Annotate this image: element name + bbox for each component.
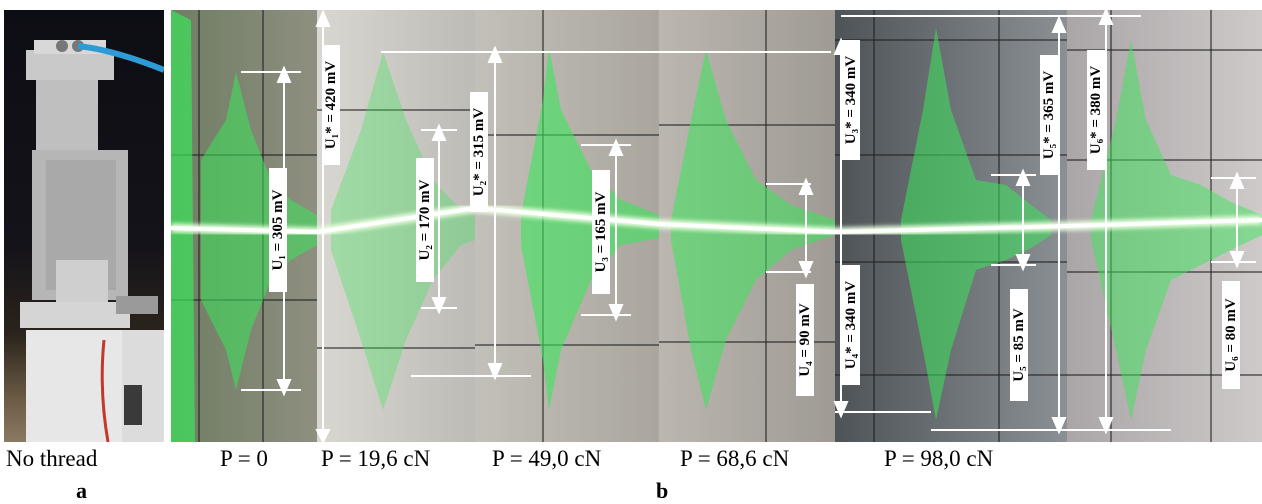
subfigure-a-label: a [76,478,87,503]
label-p2: P = 49,0 cN [492,446,602,471]
label-p4: P = 98,0 cN [884,446,994,471]
label-no-thread: No thread [6,446,98,471]
label-u2: U₂ = 170 mV [416,158,434,282]
label-u3: U₃ = 165 mV [592,170,610,294]
oscilloscope-composite: U₁ = 305 mV U₁* = 420 mV U₂ = 170 mV U₂*… [171,10,1262,442]
label-u4: U₄ = 90 mV [796,284,814,396]
device-photo [4,10,164,442]
label-u2-star: U₂* = 315 mV [470,92,488,212]
svg-text:U₆ = 80 mV: U₆ = 80 mV [1223,298,1239,372]
label-u3-star: U₃* = 340 mV [842,40,860,160]
svg-text:U₂* = 315 mV: U₂* = 315 mV [471,108,487,197]
svg-text:U₄ = 90 mV: U₄ = 90 mV [797,303,813,377]
label-u5-star: U₅* = 365 mV [1040,55,1058,175]
svg-text:U₅* = 365 mV: U₅* = 365 mV [1041,71,1057,160]
label-p1: P = 19,6 cN [321,446,431,471]
svg-text:U₄* = 340 mV: U₄* = 340 mV [843,281,859,370]
svg-text:U₃* = 340 mV: U₃* = 340 mV [843,56,859,145]
subfigure-b-label: b [656,478,669,503]
label-p0: P = 0 [220,446,268,471]
svg-text:U₅ = 85 mV: U₅ = 85 mV [1011,308,1027,382]
baseline-trace [171,203,1262,237]
svg-text:U₂ = 170 mV: U₂ = 170 mV [417,179,433,260]
label-u4-star: U₄* = 340 mV [842,265,860,385]
svg-text:U₃ = 165 mV: U₃ = 165 mV [593,191,609,272]
svg-text:U₁ = 305 mV: U₁ = 305 mV [270,189,286,270]
label-u6-star: U₆* = 380 mV [1087,50,1105,170]
label-u6: U₆ = 80 mV [1222,281,1240,389]
measurement-arrows [241,10,1256,442]
label-u1-star: U₁* = 420 mV [322,45,340,165]
label-p3: P = 68,6 cN [680,446,790,471]
device-illustration [20,40,164,442]
label-u1: U₁ = 305 mV [269,168,287,292]
label-u5: U₅ = 85 mV [1010,289,1028,401]
svg-text:U₆* = 380 mV: U₆* = 380 mV [1088,66,1104,155]
svg-text:U₁* = 420 mV: U₁* = 420 mV [323,61,339,150]
